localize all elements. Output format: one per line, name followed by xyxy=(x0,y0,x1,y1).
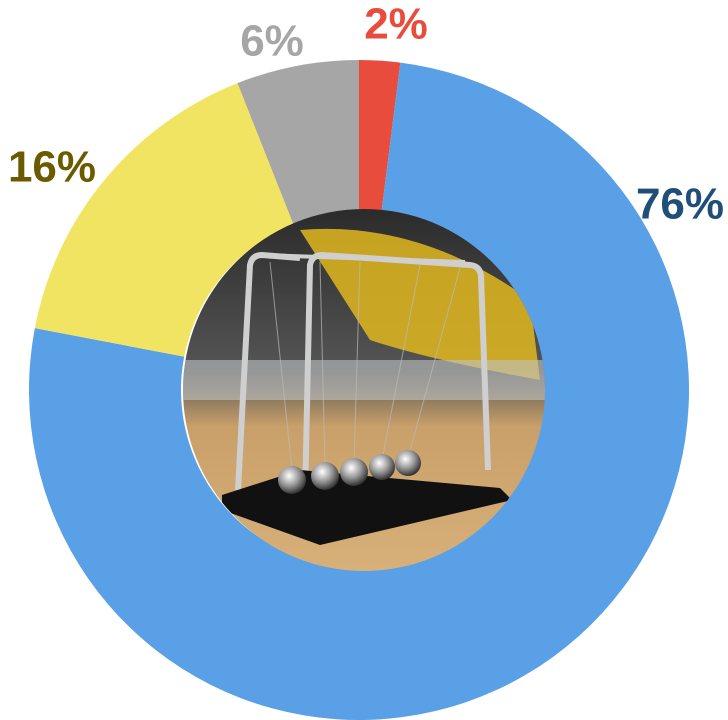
slice xyxy=(34,83,294,357)
value-label: 76% xyxy=(636,180,724,229)
value-label: 2% xyxy=(364,0,428,49)
slices xyxy=(29,60,689,720)
slice xyxy=(29,62,689,720)
value-label: 16% xyxy=(8,143,96,192)
value-label: 6% xyxy=(240,17,304,66)
slice xyxy=(359,60,401,214)
slice xyxy=(237,60,359,225)
center-photo xyxy=(183,209,545,571)
